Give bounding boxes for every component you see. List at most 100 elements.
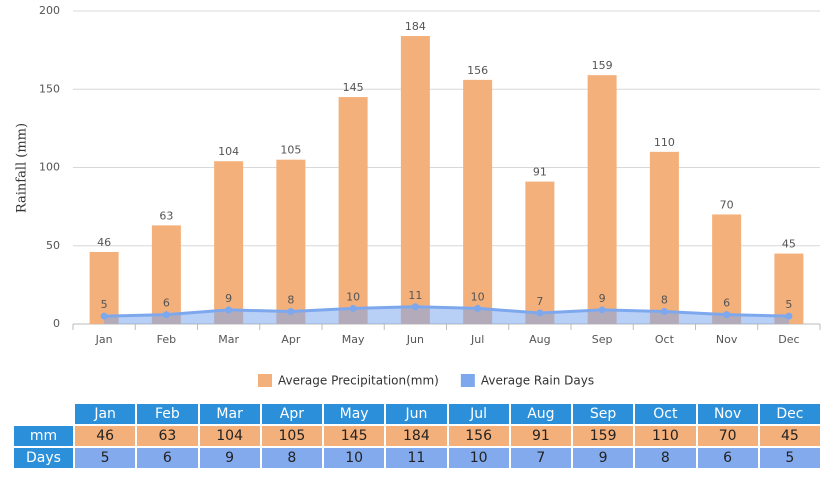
point — [349, 304, 357, 312]
table-cell: 104 — [197, 424, 262, 448]
table-cell: 156 — [446, 424, 511, 448]
data-label: 9 — [599, 292, 606, 305]
y-axis-label: Rainfall (mm) — [15, 123, 30, 213]
point — [536, 309, 544, 317]
data-label: 8 — [287, 293, 294, 306]
bar — [400, 36, 430, 324]
table-cell: 9 — [197, 446, 262, 470]
y-tick-label: 0 — [53, 317, 60, 330]
table-cell: 10 — [321, 446, 387, 470]
legend-label: Average Rain Days — [481, 374, 594, 388]
table-cell: Mar — [197, 402, 262, 426]
bar — [649, 151, 679, 324]
data-label: 184 — [405, 20, 426, 33]
bar — [151, 225, 181, 324]
table-cell: 6 — [695, 446, 760, 470]
data-label: 145 — [343, 81, 364, 94]
table-cell: 7 — [508, 446, 574, 470]
x-tick-label: Mar — [218, 333, 239, 346]
x-tick-label: Sep — [592, 333, 613, 346]
point — [474, 304, 482, 312]
data-table: Jan Feb Mar Apr May Jun Jul Aug Sep Oct Nov Dec mm 46… — [12, 402, 823, 470]
x-tick-label: Jul — [470, 333, 484, 346]
y-tick-label: 150 — [39, 82, 60, 95]
point — [785, 312, 793, 320]
x-tick-label: May — [342, 333, 365, 346]
table-cell: Jun — [384, 402, 449, 426]
x-tick-label: Nov — [716, 333, 738, 346]
x-tick-label: Feb — [157, 333, 176, 346]
table-cell: 91 — [508, 424, 574, 448]
legend-label: Average Precipitation(mm) — [278, 374, 439, 388]
data-label: 110 — [654, 136, 675, 149]
table-cell: mm — [12, 424, 75, 448]
bar — [338, 97, 368, 324]
data-label: 10 — [471, 290, 485, 303]
data-label: 9 — [225, 292, 232, 305]
y-tick-label: 50 — [46, 239, 60, 252]
point — [287, 307, 295, 315]
table-cell: 5 — [72, 446, 138, 470]
table-cell: 11 — [384, 446, 449, 470]
table-cell: Days — [12, 446, 75, 470]
table-cell: 6 — [135, 446, 200, 470]
table-cell: 105 — [259, 424, 325, 448]
point — [723, 311, 731, 319]
table-cell: 10 — [446, 446, 511, 470]
line — [104, 305, 789, 318]
point — [411, 303, 419, 311]
table-row: mm 46 63 104 105 145 184 156 91 159 110 70 45 — [12, 424, 823, 448]
data-label: 63 — [159, 209, 173, 222]
data-label: 10 — [346, 290, 360, 303]
table-cell: 9 — [570, 446, 636, 470]
table-cell: 184 — [384, 424, 449, 448]
legend-swatch — [460, 374, 475, 387]
table-cell: Dec — [757, 402, 823, 426]
table-cell: 8 — [259, 446, 325, 470]
data-label: 6 — [163, 297, 170, 310]
point — [225, 306, 233, 314]
data-label: 104 — [218, 145, 239, 158]
table-cell: 46 — [72, 424, 138, 448]
data-label: 6 — [723, 297, 730, 310]
table-cell: Jul — [446, 402, 511, 426]
data-label: 5 — [785, 298, 792, 311]
bar — [276, 159, 306, 324]
table-cell: Feb — [135, 402, 200, 426]
table-cell: 8 — [633, 446, 698, 470]
table-cell: Sep — [570, 402, 636, 426]
x-tick-label: Dec — [778, 333, 799, 346]
table-row: Days 5 6 9 8 10 11 10 7 9 8 6 5 — [12, 446, 823, 470]
table-cell: 5 — [757, 446, 823, 470]
bar — [463, 79, 493, 324]
point — [100, 312, 108, 320]
table-cell: 63 — [135, 424, 200, 448]
table-cell: 45 — [757, 424, 823, 448]
data-label: 46 — [97, 236, 111, 249]
data-label: 105 — [280, 144, 301, 157]
bar — [774, 253, 804, 324]
table-cell: Oct — [633, 402, 698, 426]
data-label: 45 — [782, 238, 796, 251]
data-label: 5 — [101, 298, 108, 311]
x-tick-label: Apr — [281, 333, 301, 346]
x-tick-label: Aug — [529, 333, 550, 346]
data-label: 7 — [536, 295, 543, 308]
x-tick-label: Oct — [655, 333, 675, 346]
table-cell: Aug — [508, 402, 574, 426]
table-row: Jan Feb Mar Apr May Jun Jul Aug Sep Oct Nov Dec — [12, 402, 823, 426]
legend-swatch — [258, 374, 272, 387]
x-tick-label: Jan — [95, 333, 113, 346]
table-cell: Apr — [259, 402, 325, 426]
table-cell: 159 — [570, 424, 636, 448]
table-cell: 70 — [695, 424, 760, 448]
table-cell: May — [321, 402, 387, 426]
chart: Rainfall (mm) 0 50 100 150 200 Jan Feb Mar Apr Ma… — [15, 4, 821, 388]
table-cell: Jan — [72, 402, 138, 426]
table-cell: Nov — [695, 402, 760, 426]
data-label: 159 — [592, 59, 613, 72]
point — [162, 311, 170, 319]
data-label: 8 — [661, 293, 668, 306]
point — [660, 307, 668, 315]
